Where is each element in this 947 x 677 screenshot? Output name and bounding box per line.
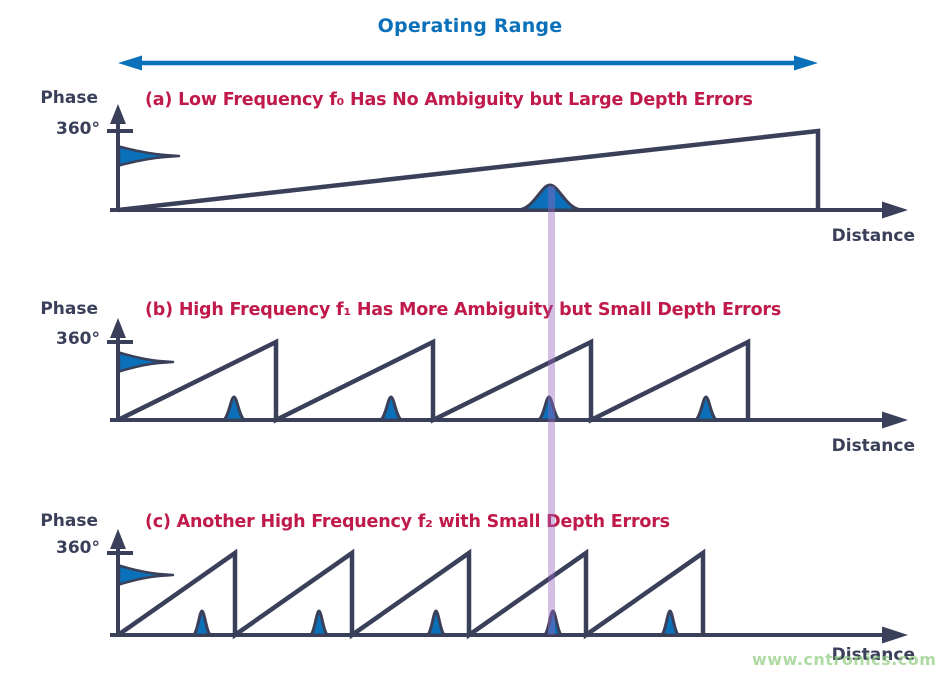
watermark-text: www.cntronics.com	[752, 650, 937, 669]
panel-c-depth-error-gaussian	[425, 609, 447, 637]
panel-b-phase-distribution-peak	[117, 351, 175, 373]
panel-a	[107, 104, 908, 219]
operating-range-label: Operating Range	[377, 15, 563, 37]
panel-c-x-axis-arrowhead	[882, 626, 908, 644]
panel-a-360-tick-label: 360°	[56, 119, 100, 139]
panel-c-phase-distribution-peak	[117, 564, 175, 586]
panel-c-depth-error-gaussian	[191, 609, 213, 637]
panel-b-360-tick-label: 360°	[56, 329, 100, 349]
panel-c-phase-axis-label: Phase	[40, 511, 98, 531]
panel-b-distance-axis-label: Distance	[831, 436, 915, 456]
operating-range-arrow-right-head	[794, 55, 818, 71]
panel-c-distance-axis-label: Distance	[831, 645, 915, 665]
panel-c-y-axis-arrowhead	[110, 529, 126, 549]
panel-b-title: (b) High Frequency f₁ Has More Ambiguity…	[145, 300, 782, 320]
panel-a-sawtooth-wave	[117, 128, 821, 213]
panel-b-depth-error-gaussian	[693, 395, 719, 422]
panel-c-360-tick-label: 360°	[56, 538, 100, 558]
panel-c-depth-error-gaussian	[542, 609, 564, 637]
panel-a-depth-error-gaussian	[516, 183, 584, 212]
panel-a-x-axis-arrowhead	[882, 201, 908, 219]
panel-a-title: (a) Low Frequency f₀ Has No Ambiguity bu…	[145, 90, 753, 110]
panel-a-y-axis-arrowhead	[110, 104, 126, 124]
panel-b-phase-axis-label: Phase	[40, 299, 98, 319]
panel-b-depth-error-gaussian	[378, 395, 404, 422]
panel-b	[107, 318, 908, 429]
panel-c-title: (c) Another High Frequency f₂ with Small…	[145, 512, 670, 532]
panel-c	[107, 529, 908, 644]
panel-c-depth-error-gaussian	[308, 609, 330, 637]
panel-c-sawtooth-wave	[116, 548, 706, 640]
panel-b-sawtooth-wave	[117, 338, 751, 424]
panel-b-x-axis-arrowhead	[882, 411, 908, 429]
panel-b-depth-error-gaussian	[536, 395, 562, 422]
panel-a-phase-axis-label: Phase	[40, 88, 98, 108]
operating-range-arrow-left-head	[118, 55, 142, 71]
true-distance-marker-line	[548, 186, 555, 635]
panel-c-depth-error-gaussian	[659, 609, 681, 637]
panel-b-depth-error-gaussian	[221, 395, 247, 422]
panel-a-distance-axis-label: Distance	[831, 226, 915, 246]
panel-b-y-axis-arrowhead	[110, 318, 126, 338]
panel-a-phase-distribution-peak	[117, 145, 181, 167]
